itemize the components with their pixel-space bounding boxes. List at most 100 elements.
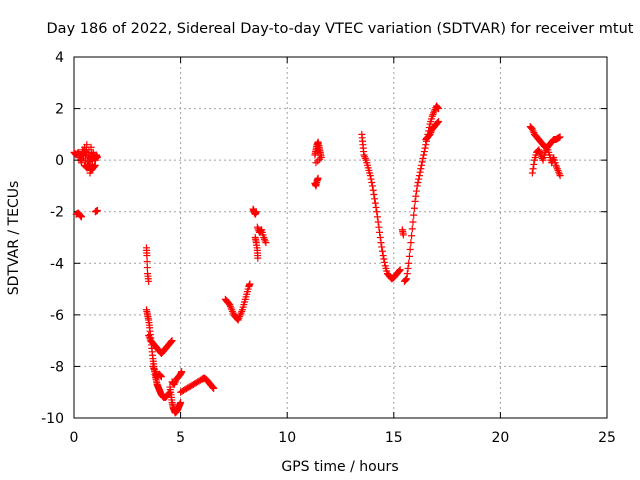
data-point bbox=[228, 307, 236, 315]
data-point bbox=[556, 133, 564, 141]
data-point bbox=[150, 364, 158, 372]
data-point bbox=[91, 161, 99, 169]
data-point bbox=[145, 333, 153, 341]
data-point bbox=[410, 204, 418, 212]
data-point bbox=[145, 277, 153, 285]
chart-title: Day 186 of 2022, Sidereal Day-to-day VTE… bbox=[47, 21, 634, 37]
data-point bbox=[253, 223, 261, 231]
x-tick-label: 0 bbox=[70, 430, 79, 446]
data-point bbox=[260, 235, 268, 243]
data-point bbox=[157, 373, 165, 381]
x-tick-label: 5 bbox=[176, 430, 185, 446]
y-tick-label: 0 bbox=[55, 153, 64, 169]
data-point bbox=[434, 118, 442, 126]
y-tick-label: -8 bbox=[50, 359, 64, 375]
data-point bbox=[395, 267, 403, 275]
data-point bbox=[419, 154, 427, 162]
data-point bbox=[377, 239, 385, 247]
data-point bbox=[556, 172, 564, 180]
data-point bbox=[429, 111, 437, 119]
data-point bbox=[434, 104, 442, 112]
data-point bbox=[372, 203, 380, 211]
data-point bbox=[535, 146, 543, 154]
data-point bbox=[228, 306, 236, 314]
data-point bbox=[528, 169, 536, 177]
data-point bbox=[529, 165, 537, 173]
data-point bbox=[408, 225, 416, 233]
data-points bbox=[70, 102, 564, 417]
data-point bbox=[151, 368, 159, 376]
data-point bbox=[405, 259, 413, 267]
data-point bbox=[433, 119, 441, 127]
data-point bbox=[254, 254, 262, 262]
data-point bbox=[402, 276, 410, 284]
data-point bbox=[420, 148, 428, 156]
data-point bbox=[552, 161, 560, 169]
data-point bbox=[234, 316, 242, 324]
data-point bbox=[426, 130, 434, 138]
data-point bbox=[375, 223, 383, 231]
axis-ticks: 0 5 10 15 20 25 -10 -8 -6 -4 -2 0 2 4 bbox=[41, 50, 616, 446]
data-point bbox=[399, 231, 407, 239]
data-point bbox=[145, 331, 153, 339]
data-point bbox=[143, 264, 151, 272]
y-tick-label: 4 bbox=[55, 50, 64, 66]
data-point bbox=[226, 301, 234, 309]
data-point bbox=[236, 313, 244, 321]
data-point bbox=[435, 117, 443, 125]
data-point bbox=[410, 211, 418, 219]
data-point bbox=[227, 304, 235, 312]
data-point bbox=[433, 103, 441, 111]
data-point bbox=[314, 157, 322, 165]
data-point bbox=[401, 276, 409, 284]
data-point bbox=[167, 338, 175, 346]
data-point bbox=[427, 129, 435, 137]
data-point bbox=[368, 178, 376, 186]
data-point bbox=[368, 182, 376, 190]
data-point bbox=[371, 199, 379, 207]
data-point bbox=[435, 105, 443, 113]
data-point bbox=[416, 168, 424, 176]
data-point bbox=[378, 243, 386, 251]
data-point bbox=[378, 247, 386, 255]
data-point bbox=[405, 252, 413, 260]
data-point bbox=[430, 109, 438, 117]
data-point bbox=[226, 302, 234, 310]
data-point bbox=[412, 192, 420, 200]
data-point bbox=[555, 168, 563, 176]
data-point bbox=[404, 264, 412, 272]
data-point bbox=[260, 234, 268, 241]
data-point bbox=[156, 371, 164, 379]
data-point bbox=[167, 338, 175, 346]
data-point bbox=[93, 154, 101, 162]
data-point bbox=[314, 174, 322, 182]
data-point bbox=[413, 187, 421, 195]
data-point bbox=[316, 155, 324, 163]
data-point bbox=[312, 159, 320, 167]
data-point bbox=[428, 112, 436, 120]
data-point bbox=[83, 141, 91, 149]
data-point bbox=[420, 151, 428, 159]
data-point bbox=[157, 372, 165, 380]
data-point bbox=[536, 149, 544, 157]
data-point bbox=[171, 379, 179, 387]
data-point bbox=[149, 362, 157, 370]
data-point bbox=[150, 366, 158, 374]
data-point bbox=[528, 125, 536, 133]
data-point bbox=[361, 154, 369, 162]
x-axis-label: GPS time / hours bbox=[281, 459, 398, 475]
data-point bbox=[369, 186, 377, 194]
data-point bbox=[418, 158, 426, 166]
data-point bbox=[530, 160, 538, 168]
data-point bbox=[168, 337, 176, 345]
data-point bbox=[370, 191, 378, 199]
x-tick-label: 15 bbox=[385, 430, 403, 446]
data-point bbox=[409, 218, 417, 226]
data-point bbox=[553, 163, 561, 171]
data-point bbox=[367, 175, 375, 183]
data-point bbox=[374, 218, 382, 226]
plot-frame bbox=[73, 56, 608, 419]
x-tick-label: 20 bbox=[491, 430, 509, 446]
data-point bbox=[237, 309, 245, 317]
